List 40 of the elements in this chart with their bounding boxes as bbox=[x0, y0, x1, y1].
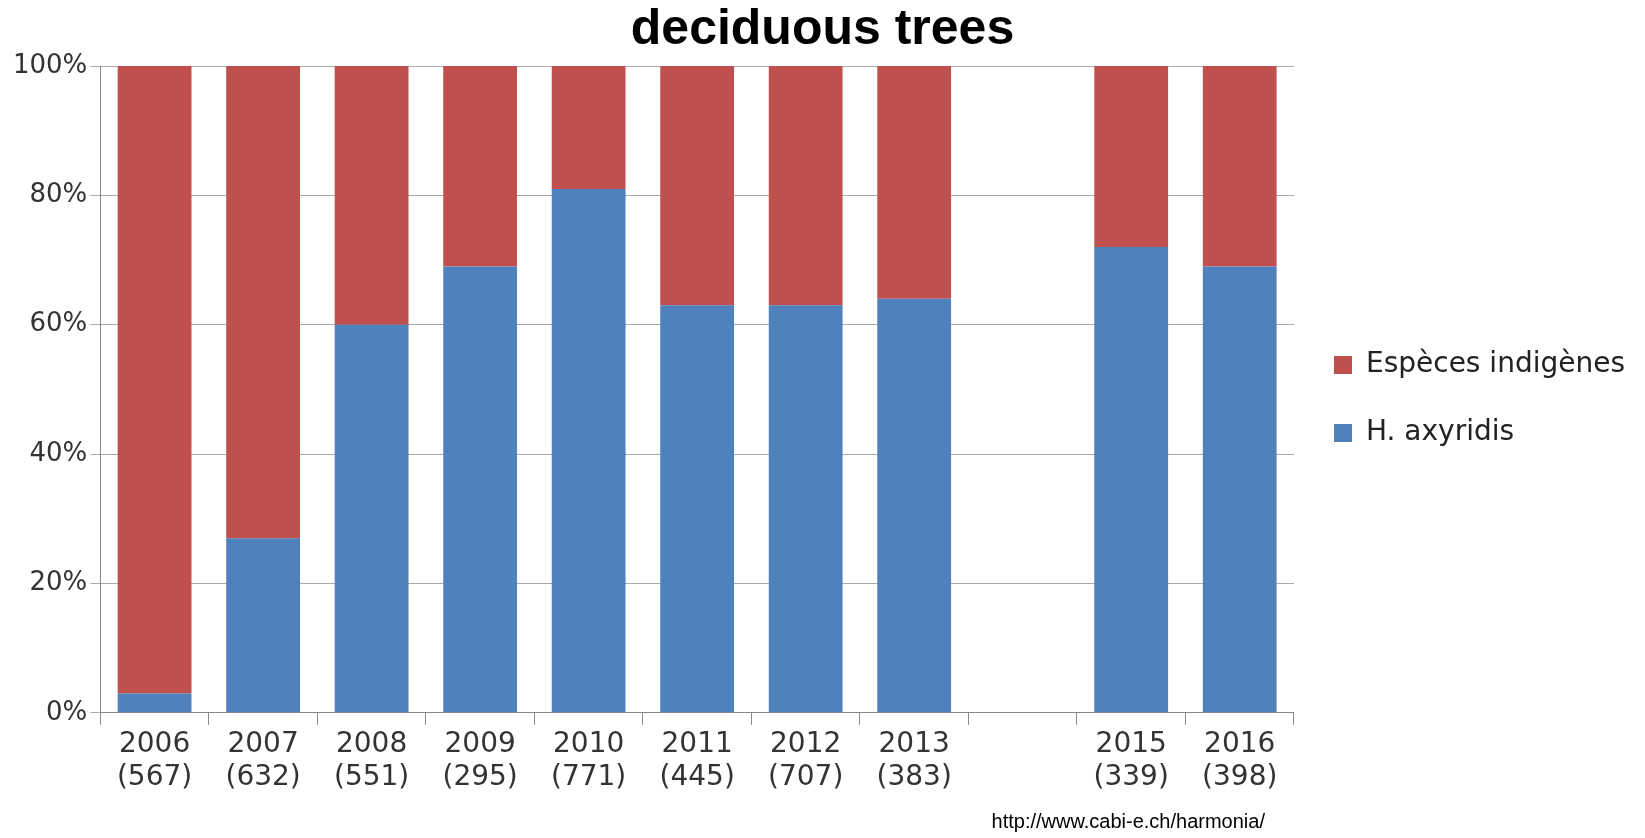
x-tick-label: 2016 (398) bbox=[1202, 725, 1278, 793]
y-tick-label: 20% bbox=[29, 566, 88, 597]
y-tick-label: 0% bbox=[46, 695, 88, 726]
bar bbox=[443, 66, 518, 267]
bar bbox=[117, 693, 192, 713]
bar bbox=[877, 66, 952, 299]
bar bbox=[117, 66, 192, 694]
bar bbox=[1094, 66, 1169, 248]
bar bbox=[660, 66, 735, 306]
bar bbox=[1202, 266, 1277, 713]
x-tick-label: 2015 (339) bbox=[1093, 725, 1169, 793]
bar bbox=[443, 266, 518, 713]
bar bbox=[1094, 247, 1169, 713]
y-tick-label: 80% bbox=[29, 178, 88, 209]
x-tick-label: 2008 (551) bbox=[333, 725, 410, 793]
x-tick-label: 2010 (771) bbox=[550, 725, 627, 793]
bar bbox=[334, 324, 409, 713]
bar bbox=[551, 188, 626, 713]
bar bbox=[1202, 66, 1277, 267]
x-tick-label: 2011 (445) bbox=[659, 725, 735, 793]
bar bbox=[226, 538, 300, 713]
legend-label: Espèces indigènes bbox=[1365, 346, 1625, 380]
bar bbox=[877, 298, 952, 713]
y-tick-label: 100% bbox=[12, 48, 88, 79]
y-tick-label: 60% bbox=[29, 307, 88, 338]
bar bbox=[768, 66, 843, 306]
x-tick-label: 2007 (632) bbox=[225, 725, 301, 793]
bar bbox=[660, 305, 735, 713]
x-tick-label: 2006 (567) bbox=[116, 725, 193, 793]
text: http://www.cabi-e.ch/harmonia/ bbox=[991, 809, 1266, 832]
x-tick-label: 2012 (707) bbox=[768, 725, 844, 793]
bar bbox=[226, 66, 300, 539]
x-tick-label: 2009 (295) bbox=[442, 725, 518, 793]
chart-title: deciduous trees bbox=[630, 0, 1015, 55]
y-tick-label: 40% bbox=[29, 436, 88, 467]
bar bbox=[768, 305, 843, 713]
bar bbox=[551, 66, 626, 189]
legend-label: H. axyridis bbox=[1365, 414, 1515, 448]
bar bbox=[334, 66, 409, 325]
x-tick-label: 2013 (383) bbox=[876, 725, 952, 793]
